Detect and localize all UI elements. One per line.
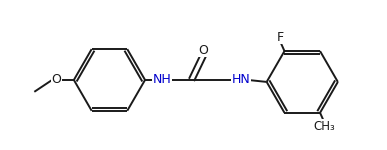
Text: O: O <box>199 44 208 57</box>
Text: F: F <box>277 31 284 44</box>
Text: HN: HN <box>231 74 250 86</box>
Text: CH₃: CH₃ <box>313 120 335 133</box>
Text: NH: NH <box>152 74 171 86</box>
Text: O: O <box>51 74 61 86</box>
